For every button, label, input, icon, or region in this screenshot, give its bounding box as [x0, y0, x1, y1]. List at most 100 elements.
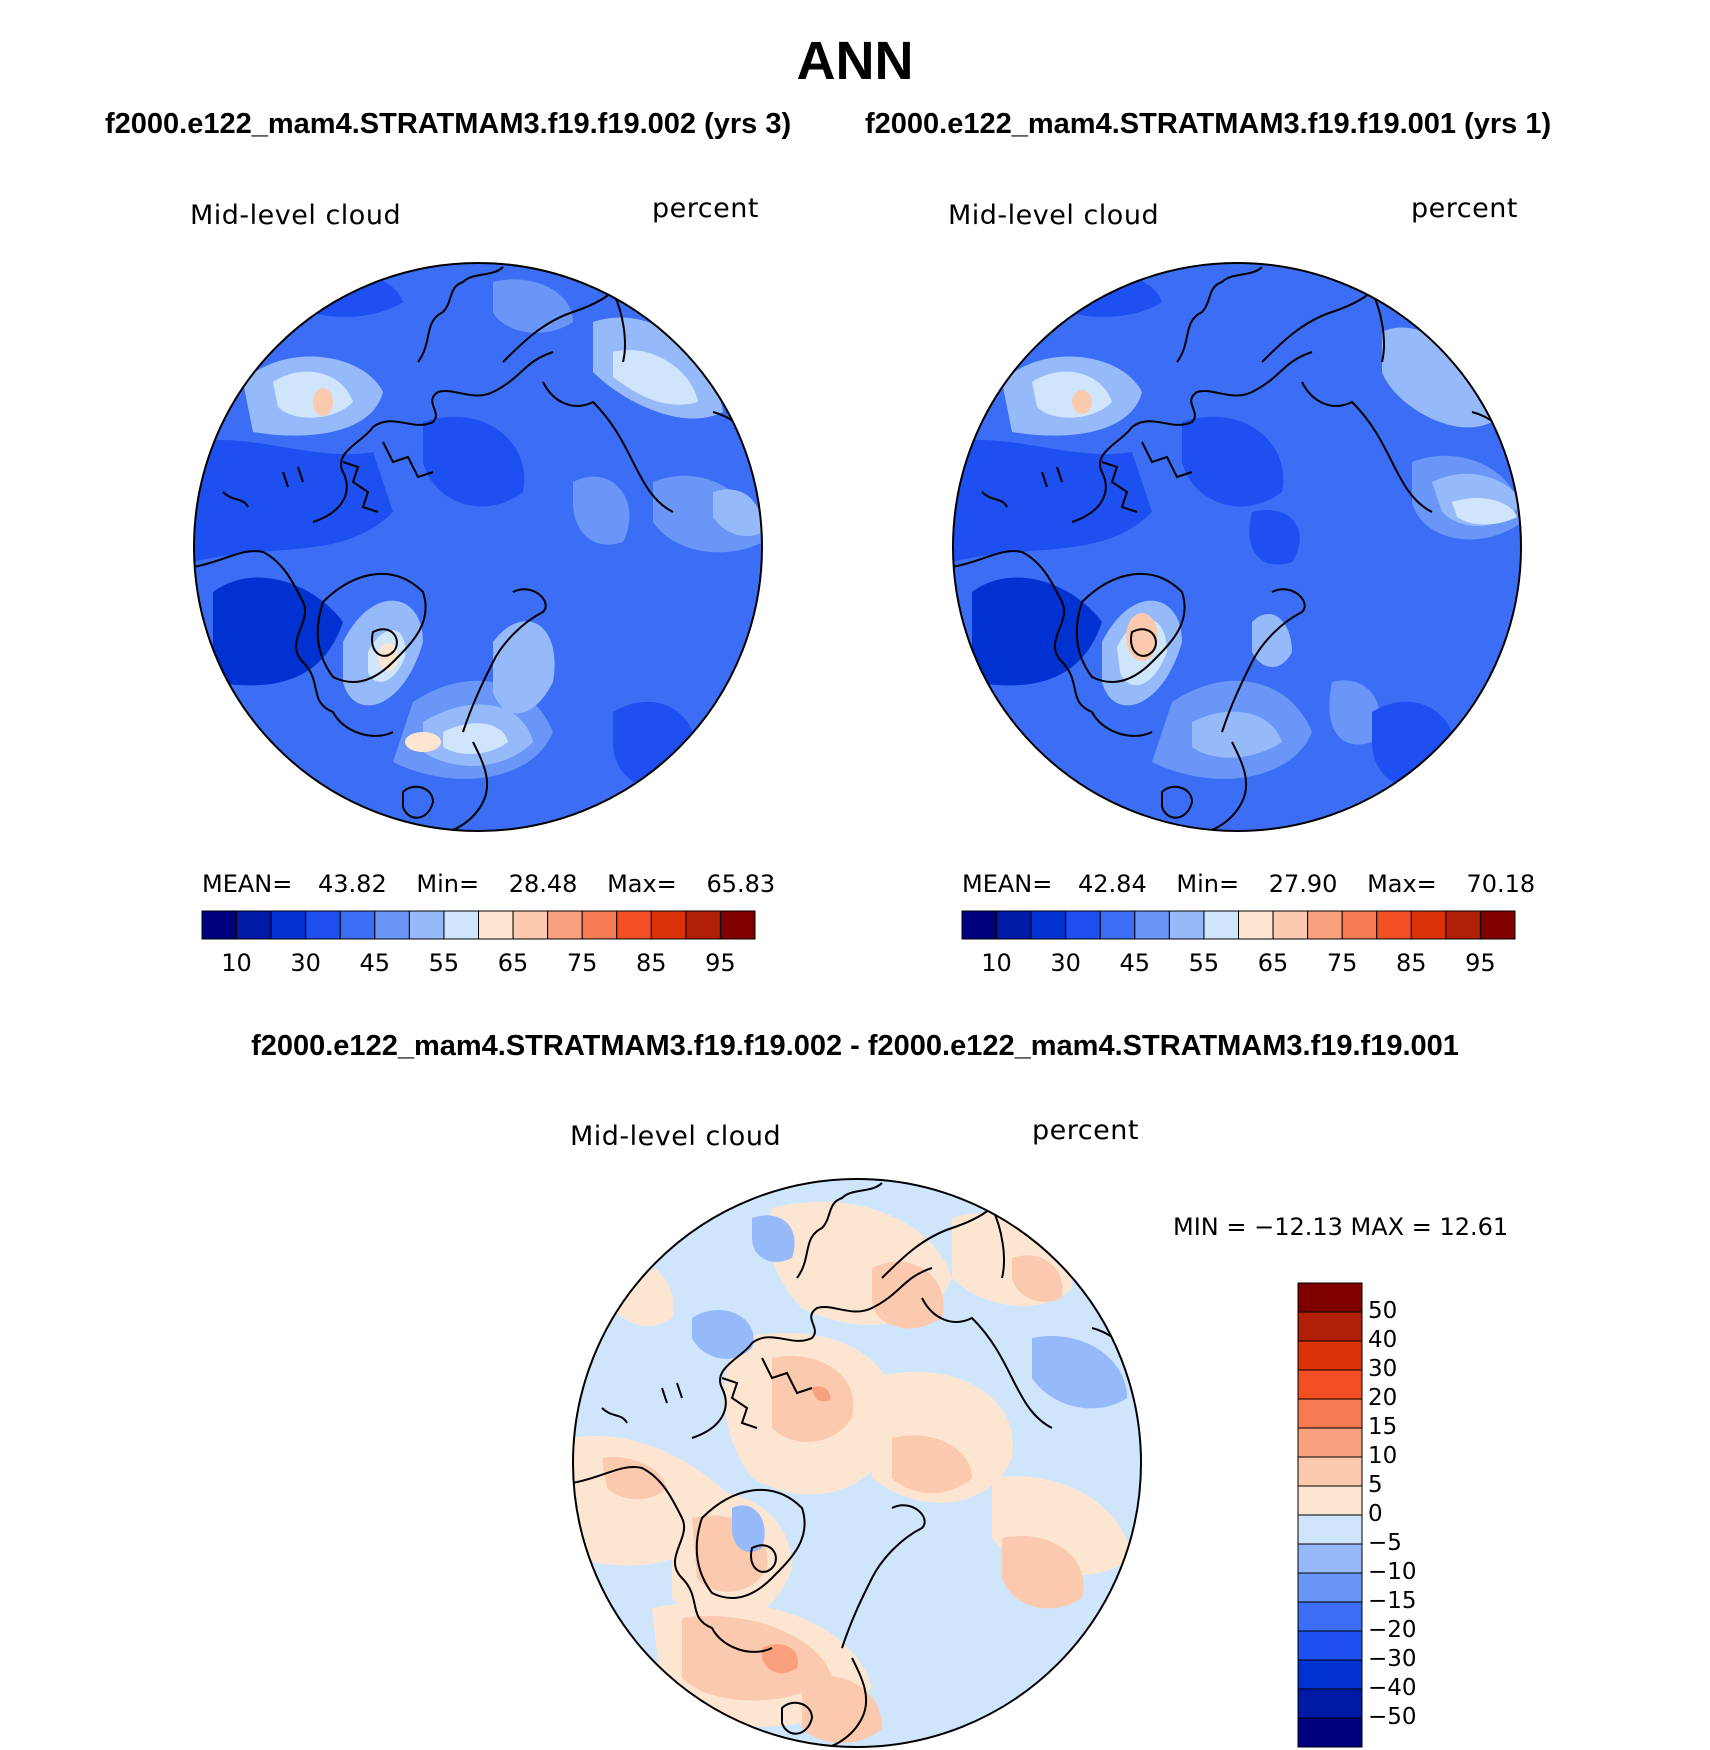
panel1-colorbar-box: [201, 910, 238, 940]
panel2-colorbar-box: [1065, 910, 1101, 940]
diff-polar-map: [572, 1178, 1142, 1748]
diff-colorbar-box: [1297, 1398, 1363, 1429]
panel1-colorbar-tick-label: 55: [428, 949, 460, 977]
panel2-colorbar-box: [1099, 910, 1136, 940]
panel2-min-value: 27.90: [1268, 870, 1338, 898]
panel2-colorbar: [961, 910, 1516, 940]
diff-colorbar-box: [1297, 1311, 1363, 1342]
diff-colorbar-tick-label: −15: [1368, 1588, 1417, 1614]
diff-colorbar-box: [1297, 1427, 1363, 1458]
panel1-colorbar-box: [236, 910, 272, 940]
panel2-stats: MEAN= 42.84 Min= 27.90 Max= 70.18: [962, 870, 1535, 898]
panel1-mean-value: 43.82: [318, 870, 387, 898]
panel1-colorbar-box: [719, 910, 756, 940]
diff-colorbar-tick-label: −40: [1368, 1675, 1417, 1701]
panel2-colorbar-tick-label: 95: [1465, 949, 1496, 977]
panel2-colorbar-box: [1238, 910, 1274, 940]
panel2-colorbar-tick-label: 10: [981, 949, 1012, 977]
panel1-colorbar-box: [616, 910, 652, 940]
panel2-colorbar-box: [1341, 910, 1378, 940]
panel2-max-value: 70.18: [1466, 870, 1536, 898]
panel2-colorbar-box: [1410, 910, 1447, 940]
diff-colorbar-tick-label: 5: [1368, 1472, 1383, 1498]
difference-title: f2000.e122_mam4.STRATMAM3.f19.f19.002 - …: [251, 1030, 1459, 1062]
diff-minmax: MIN = −12.13 MAX = 12.61: [1173, 1213, 1509, 1241]
panel2-colorbar-tick-label: 65: [1257, 949, 1289, 977]
figure-title: ANN: [796, 31, 914, 91]
panel2-min-label: Min=: [1176, 870, 1240, 898]
control-case-title: f2000.e122_mam4.STRATMAM3.f19.f19.001 (y…: [865, 108, 1552, 140]
diff-colorbar-box: [1297, 1514, 1363, 1545]
diff-colorbar-box: [1297, 1572, 1363, 1603]
panel1-max-value: 65.83: [706, 870, 776, 898]
diff-colorbar-box: [1297, 1543, 1363, 1574]
diff-colorbar-box: [1297, 1688, 1363, 1719]
panel2-colorbar-tick-label: 85: [1396, 949, 1427, 977]
panel1-colorbar-box: [547, 910, 583, 940]
panel2-colorbar-box: [1479, 910, 1516, 940]
panel1-colorbar-tick-label: 75: [566, 949, 598, 977]
panel2-colorbar-tick-label: 55: [1188, 949, 1220, 977]
panel2-colorbar-box: [1168, 910, 1205, 940]
diff-colorbar-box: [1297, 1282, 1363, 1313]
diff-colorbar-box: [1297, 1485, 1363, 1516]
panel2-colorbar-box: [1376, 910, 1412, 940]
panel2-colorbar-box: [1272, 910, 1309, 940]
panel1-units-label: percent: [652, 193, 759, 224]
panel2-colorbar-box: [1134, 910, 1170, 940]
diff-colorbar-box: [1297, 1630, 1363, 1661]
panel1-colorbar-tick-label: 85: [636, 949, 667, 977]
diff-colorbar: [1297, 1282, 1363, 1748]
panel2-colorbar-box: [1030, 910, 1067, 940]
panel1-mean-label: MEAN=: [202, 870, 293, 898]
panel2-mean-label: MEAN=: [962, 870, 1053, 898]
panel1-colorbar-box: [270, 910, 307, 940]
panel1-colorbar-box: [374, 910, 410, 940]
diff-colorbar-tick-label: 0: [1368, 1501, 1383, 1527]
panel1-max-label: Max=: [607, 870, 677, 898]
panel2-colorbar-box: [996, 910, 1032, 940]
diff-colorbar-box: [1297, 1601, 1363, 1632]
diff-colorbar-box: [1297, 1717, 1363, 1748]
diff-colorbar-tick-label: 10: [1368, 1443, 1398, 1469]
panel2-colorbar-tick-label: 45: [1119, 949, 1151, 977]
panel1-colorbar-box: [305, 910, 341, 940]
panel1-colorbar-tick-label: 45: [359, 949, 391, 977]
panel1-colorbar-box: [581, 910, 618, 940]
panel1-min-value: 28.48: [508, 870, 578, 898]
diff-colorbar-tick-label: 50: [1368, 1298, 1398, 1324]
panel2-units-label: percent: [1411, 193, 1518, 224]
panel2-polar-map: [952, 262, 1522, 832]
panel2-variable-label: Mid-level cloud: [948, 200, 1160, 231]
panel2-colorbar-tick-label: 75: [1326, 949, 1358, 977]
diff-colorbar-tick-label: −10: [1368, 1559, 1417, 1585]
diff-colorbar-tick-label: −5: [1368, 1530, 1402, 1556]
diff-colorbar-tick-label: 40: [1368, 1327, 1398, 1353]
diff-units-label: percent: [1032, 1115, 1139, 1146]
panel2-colorbar-box: [1203, 910, 1240, 940]
panel2-mean-value: 42.84: [1078, 870, 1147, 898]
diff-colorbar-box: [1297, 1369, 1363, 1400]
panel1-min-label: Min=: [416, 870, 480, 898]
panel1-colorbar-tick-label: 65: [497, 949, 529, 977]
panel1-stats: MEAN= 43.82 Min= 28.48 Max= 65.83: [202, 870, 775, 898]
panel1-variable-label: Mid-level cloud: [190, 200, 402, 231]
panel1-colorbar-tick-label: 10: [221, 949, 252, 977]
panel1-colorbar-tick-label: 30: [290, 949, 321, 977]
diff-colorbar-box: [1297, 1340, 1363, 1371]
diff-colorbar-tick-label: 15: [1368, 1414, 1398, 1440]
panel1-colorbar-box: [478, 910, 514, 940]
test-case-title: f2000.e122_mam4.STRATMAM3.f19.f19.002 (y…: [105, 108, 792, 140]
diff-colorbar-tick-label: 30: [1368, 1356, 1398, 1382]
panel2-colorbar-box: [1307, 910, 1343, 940]
panel1-colorbar-box: [650, 910, 687, 940]
diff-colorbar-tick-label: −20: [1368, 1617, 1417, 1643]
panel2-colorbar-tick-label: 30: [1050, 949, 1081, 977]
panel1-colorbar-box: [512, 910, 549, 940]
panel1-polar-map: [193, 262, 763, 832]
diff-colorbar-box: [1297, 1456, 1363, 1487]
diff-variable-label: Mid-level cloud: [570, 1121, 782, 1152]
panel1-colorbar-box: [339, 910, 376, 940]
panel2-colorbar-box: [1445, 910, 1481, 940]
diff-colorbar-tick-label: 20: [1368, 1385, 1398, 1411]
